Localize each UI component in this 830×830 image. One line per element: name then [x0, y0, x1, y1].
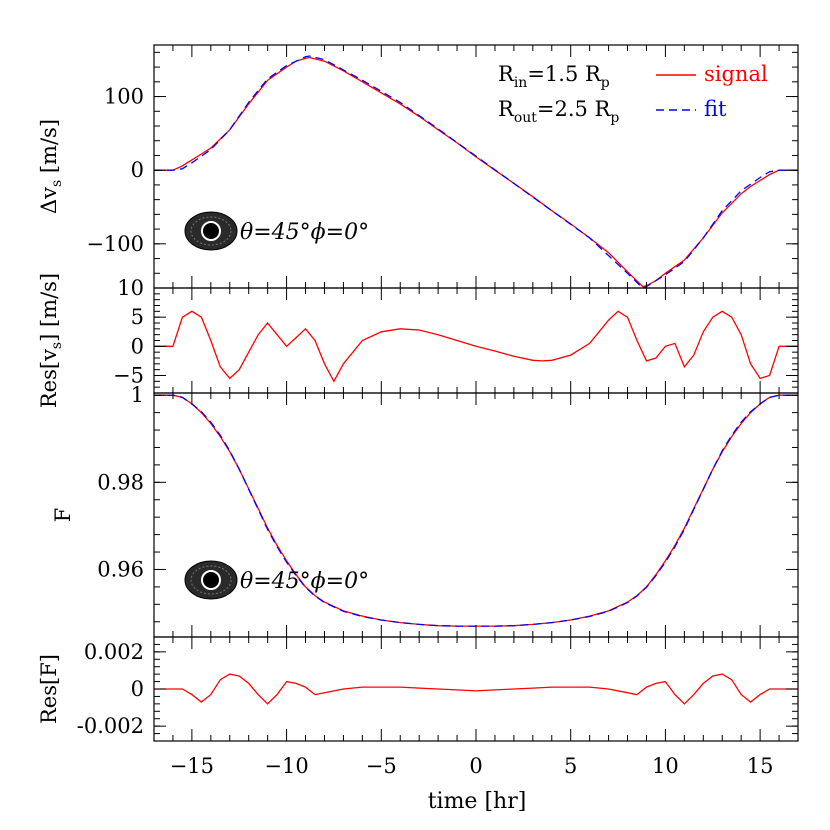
- legend-signal-label: signal: [704, 62, 768, 86]
- y-tick-label: −100: [86, 232, 144, 256]
- planet-ring-icon-top: [184, 211, 238, 251]
- y-axis-label-flux-residual: Res[F]: [37, 654, 61, 724]
- annotations: θ=45°ϕ=0° θ=45°ϕ=0°: [184, 211, 369, 600]
- orientation-label-top: θ=45°ϕ=0°: [240, 220, 369, 245]
- y-tick-label: 0.98: [97, 470, 144, 494]
- y-tick-label: 0.002: [84, 640, 144, 664]
- x-tick-label: −10: [264, 754, 308, 778]
- series-signal-flux-residual: [154, 673, 798, 705]
- planet-ring-icon-bottom: [184, 560, 238, 600]
- y-tick-label: 5: [131, 305, 144, 329]
- panel-frame: [153, 392, 799, 638]
- x-tick-label: −15: [170, 754, 214, 778]
- legend-rin-label: Rin=1.5 Rp: [498, 62, 610, 91]
- x-tick-label: 15: [747, 754, 774, 778]
- panel-frame: [153, 287, 799, 394]
- legend: Rin=1.5 Rp Rout=2.5 Rp signal fit: [498, 62, 768, 126]
- y-tick-label: 0: [131, 677, 144, 701]
- series-signal-radial-velocity: [154, 56, 798, 288]
- x-tick-label: 0: [469, 754, 482, 778]
- y-tick-label: −5: [113, 364, 144, 388]
- panel-radial-velocity: 100 0 −100 Δvs [m/s]: [37, 44, 799, 289]
- y-tick-label: -0.002: [77, 714, 144, 738]
- legend-rout-label: Rout=2.5 Rp: [498, 97, 619, 126]
- legend-fit-label: fit: [704, 97, 727, 121]
- panel-frame: [153, 636, 799, 742]
- y-axis-label-velocity-residual: Res[vs] [m/s]: [37, 273, 65, 408]
- x-tick-label: −5: [366, 754, 397, 778]
- y-tick-label: 1: [131, 383, 144, 407]
- y-axis-label-flux: F: [51, 508, 75, 523]
- y-tick-label: 0: [131, 158, 144, 182]
- x-axis-label: time [hr]: [428, 789, 527, 814]
- x-tick-label: 10: [652, 754, 679, 778]
- panel-velocity-residual: 10 5 0 −5 Res[vs] [m/s]: [37, 273, 799, 408]
- panel-frame: [153, 44, 799, 289]
- panel-flux-residual: 0.002 0 -0.002 −15 −10 −5 0 5 10 15 Res[F]: [37, 636, 799, 778]
- y-tick-label: 0: [131, 334, 144, 358]
- x-tick-label: 5: [564, 754, 577, 778]
- panel-flux: 1 0.98 0.96 F: [51, 383, 799, 638]
- orientation-label-bottom: θ=45°ϕ=0°: [240, 569, 369, 594]
- series-signal-velocity-residual: [154, 310, 798, 383]
- y-tick-label: 10: [117, 276, 144, 300]
- y-tick-label: 100: [104, 85, 144, 109]
- y-axis-label-radial-velocity: Δvs [m/s]: [37, 119, 65, 214]
- y-tick-label: 0.96: [97, 557, 144, 581]
- series-fit-radial-velocity: [154, 55, 798, 288]
